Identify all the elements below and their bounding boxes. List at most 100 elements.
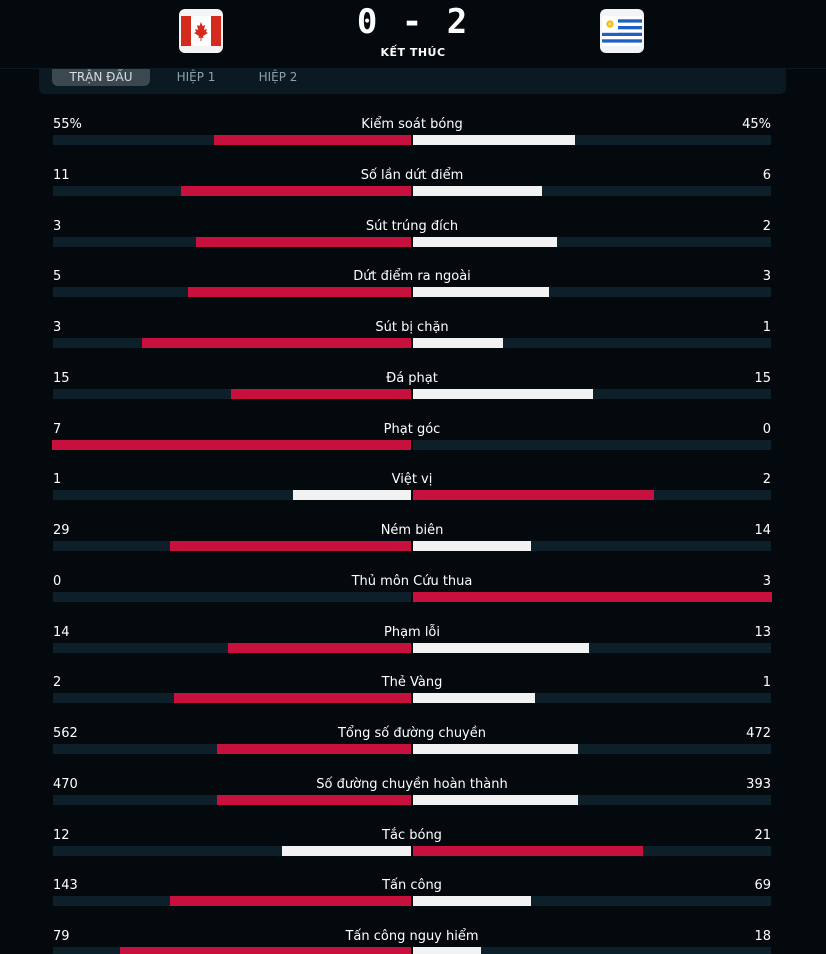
stat-away-bar [412,896,531,906]
stat-home-bar [120,947,412,954]
stat-home-track [53,338,412,348]
stat-away-bar [412,693,535,703]
stat-away-track [412,795,771,805]
stat-away-bar [412,541,531,551]
stat-away-track [412,135,771,145]
stat-away-value: 45% [742,117,771,132]
uruguay-flag-icon[interactable] [600,9,644,53]
stat-away-bar [412,846,643,856]
stat-away-track [412,338,771,348]
stat-home-bar [181,186,412,196]
stat-label: Tấn công nguy hiểm [345,929,479,944]
stat-away-value: 1 [762,320,771,335]
stat-away-value: 6 [762,168,771,183]
stat-label: Phạt góc [383,422,441,437]
stat-away-value: 0 [762,422,771,437]
stat-row: Ném biên 29 14 [53,522,771,562]
stat-row: Thẻ Vàng 2 1 [53,674,771,714]
stat-away-bar [412,795,578,805]
stat-row: Dứt điểm ra ngoài 5 3 [53,268,771,308]
stat-label: Tắc bóng [382,828,442,843]
stat-away-value: 1 [762,675,771,690]
stat-home-track [53,795,412,805]
stat-home-track [53,947,412,954]
stat-away-bar [412,287,549,297]
stat-home-value: 3 [53,219,62,234]
stat-row: Phạt góc 7 0 [52,421,771,461]
stat-away-bar [412,643,589,653]
stat-away-bar [412,237,557,247]
stat-away-track [412,237,771,247]
stat-away-value: 472 [746,726,771,741]
canada-flag-icon[interactable] [179,9,223,53]
stat-row: Tấn công 143 69 [53,877,771,917]
stat-home-value: 15 [53,371,70,386]
stat-row: Số lần dứt điểm 11 6 [53,167,771,207]
stat-home-track [53,389,412,399]
stat-label: Phạm lỗi [383,625,441,640]
stat-home-track [53,135,412,145]
stat-away-value: 3 [762,574,771,589]
stat-home-track [53,744,412,754]
stat-home-value: 143 [53,878,78,893]
stat-label: Dứt điểm ra ngoài [353,269,471,284]
stat-row: Tắc bóng 12 21 [53,827,771,867]
stat-home-bar [174,693,412,703]
stat-away-value: 13 [754,625,771,640]
stat-label: Đá phạt [386,371,438,386]
stat-row: Sút trúng đích 3 2 [53,218,771,258]
stat-home-value: 11 [53,168,70,183]
stat-home-track [53,846,412,856]
match-score: 0 - 2 [356,2,470,42]
stat-away-value: 15 [754,371,771,386]
stat-home-track [53,693,412,703]
stat-home-bar [188,287,412,297]
stat-home-bar [411,592,412,602]
stat-away-value: 3 [762,269,771,284]
stat-away-bar [412,490,654,500]
stat-home-bar [293,490,412,500]
stat-row: Tấn công nguy hiểm 79 18 [53,928,771,954]
stat-away-value: 14 [754,523,771,538]
stat-away-track [412,389,771,399]
stat-row: Sút bị chặn 3 1 [53,319,771,359]
stat-home-track [53,643,412,653]
stat-away-track [412,846,771,856]
stat-away-track [412,490,771,500]
stat-home-bar [170,541,412,551]
stat-label: Việt vị [391,472,433,487]
stat-home-value: 55% [53,117,82,132]
stat-away-bar [412,744,578,754]
stat-row: Số đường chuyền hoàn thành 470 393 [53,776,771,816]
stat-away-bar [412,389,593,399]
tab-first-half[interactable]: HIỆP 1 [176,70,216,84]
stat-away-track [412,541,771,551]
stat-away-bar [412,186,542,196]
stat-home-value: 79 [53,929,70,944]
stat-home-value: 14 [53,625,70,640]
stat-home-track [53,287,412,297]
stat-home-bar [231,389,412,399]
tab-second-half[interactable]: HIỆP 2 [258,70,298,84]
stat-home-value: 2 [53,675,62,690]
stat-home-value: 562 [53,726,78,741]
stat-away-track [412,592,772,602]
stat-label: Kiểm soát bóng [361,117,463,132]
stat-home-value: 3 [53,320,62,335]
stat-label: Số đường chuyền hoàn thành [316,777,508,792]
stat-row: Thủ môn Cứu thua 0 3 [53,573,772,613]
stat-row: Phạm lỗi 14 13 [53,624,771,664]
stat-away-value: 393 [746,777,771,792]
stat-home-bar [217,795,412,805]
stat-home-value: 12 [53,828,70,843]
stat-label: Tấn công [382,878,442,893]
stat-home-bar [214,135,412,145]
stat-home-bar [217,744,412,754]
stat-away-value: 18 [754,929,771,944]
stat-away-track [412,186,771,196]
stat-away-track [412,896,771,906]
stat-label: Thẻ Vàng [381,675,443,690]
stat-label: Ném biên [380,523,444,538]
stat-away-bar [412,592,772,602]
